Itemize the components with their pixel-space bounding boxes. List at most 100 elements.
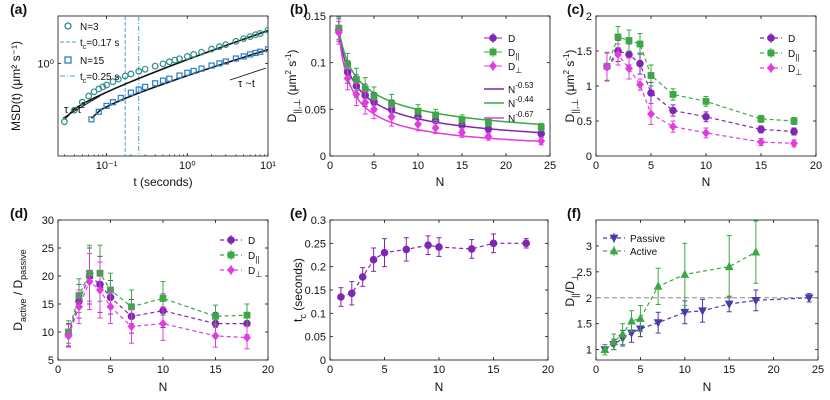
panel-d-point: [96, 285, 104, 295]
panel-a-point: [208, 45, 215, 53]
panel-a-point: [184, 69, 191, 76]
panel-b: (b) 0 5 10 15 20 25 0 0.05 0.1 0.15 N D||,⊥ (μm2…: [284, 1, 556, 189]
panel-c-point: [625, 37, 633, 44]
panel-a-y-label: MSD(t) (μm² s⁻¹): [9, 41, 23, 131]
panel-f-y-tick-label: 1: [586, 345, 592, 357]
panel-b-x-tick-label: 25: [544, 160, 556, 172]
panel-c-series-line: [606, 36, 795, 122]
panel-a-point: [198, 48, 205, 56]
panel-b-point: [388, 100, 396, 108]
panel-d-point: [212, 312, 219, 320]
panel-c-legend-marker: [767, 49, 775, 57]
panel-c-x-tick-label: 0: [593, 160, 599, 172]
panel-b-y-tick-label: 0.05: [305, 104, 326, 116]
panel-c-y-label: D||,⊥ (μm2 s-1): [562, 50, 580, 123]
panel-a-point: [109, 99, 117, 106]
panel-c-series-line: [606, 50, 795, 133]
panel-f-legend: Passive Active: [603, 233, 665, 258]
panel-c-point: [702, 98, 710, 105]
panel-c-y-tick-label: 0: [586, 151, 592, 163]
panel-a-point: [60, 118, 68, 126]
legend-n15-marker: [64, 56, 72, 64]
panel-f-point: [698, 307, 707, 316]
panel-a-point: [103, 81, 110, 89]
panel-e-y-ticks: 0 0.05 0.1 0.15 0.2 0.25 0.3: [305, 215, 548, 367]
panel-c-point: [790, 117, 798, 125]
panel-f-y-tick-label: 3: [586, 241, 592, 253]
panel-e-y-tick-label: 0.1: [311, 308, 326, 320]
panel-a-annotation-slope2: τ ~t2: [64, 101, 86, 116]
panel-e-point: [347, 289, 356, 298]
panel-e-point: [522, 239, 530, 248]
panel-a-x-tick-label: 10¹: [260, 160, 276, 172]
panel-a-x-tick-label: 10⁻¹: [96, 160, 118, 172]
panel-e-point: [435, 243, 443, 251]
panel-b-y-tick-label: 0.1: [311, 58, 326, 70]
panel-b-legend-label: D: [508, 34, 515, 45]
legend-tc2-label: tc=0.25 s: [80, 72, 119, 85]
panel-a-tc-lines: [124, 16, 140, 156]
panel-c-x-tick-label: 15: [755, 160, 767, 172]
panel-a-slope-guides: [62, 67, 267, 119]
panel-c-legend-marker: [767, 34, 775, 42]
legend-n15-label: N=15: [80, 56, 105, 67]
panel-d-legend-label: D⊥: [248, 266, 262, 279]
panel-b-legend-marker: [489, 34, 497, 42]
panel-b-legend-fit-label: N-0.53: [508, 81, 534, 96]
panel-a-frame: [57, 15, 269, 157]
panel-f-series-line: [604, 297, 810, 351]
panel-d-point: [75, 302, 83, 312]
panel-c-point: [636, 59, 644, 68]
panel-d-x-tick-label: 5: [107, 364, 113, 376]
panel-d-point: [128, 303, 135, 311]
panel-a-annotation-slope1: τ ~t: [238, 78, 255, 90]
panel-c-point: [614, 49, 622, 60]
panel-a-point: [85, 92, 93, 100]
panel-b-x-tick-label: 20: [500, 160, 512, 172]
panel-a-point: [109, 78, 117, 86]
panel-f-legend-marker: [609, 234, 619, 243]
panel-f-legend-label: Passive: [630, 234, 665, 245]
panel-a-point: [183, 53, 191, 60]
panel-b-x-tick-label: 0: [327, 160, 333, 172]
panel-f-point: [724, 261, 734, 271]
panel-e-label: (e): [290, 205, 307, 221]
panel-b-legend: DD||D⊥N-0.53N-0.44N-0.67: [484, 33, 534, 125]
panel-a-x-ticks: 10⁻¹ 10⁰ 10¹: [64, 16, 276, 172]
panel-a-point: [159, 60, 167, 68]
panel-c-point: [647, 72, 655, 79]
panel-c-x-tick-label: 5: [648, 160, 654, 172]
panel-b-point: [370, 104, 378, 114]
panel-f-point: [653, 319, 663, 328]
panel-a-point: [135, 86, 142, 93]
panel-e-series-line: [340, 242, 527, 298]
panel-b-point: [458, 128, 466, 138]
panel-d-point: [85, 276, 94, 287]
panel-c-point: [647, 109, 655, 119]
panel-e-point: [369, 255, 378, 264]
panel-a-point: [103, 102, 110, 109]
panel-b-legend-label: D⊥: [508, 62, 522, 75]
panel-d-legend-label: D: [248, 236, 255, 247]
panel-e-y-tick-label: 0.2: [311, 262, 326, 274]
panel-b-legend-marker: [489, 61, 497, 71]
panel-d-legend-label: D||: [248, 251, 259, 264]
panel-a-point: [151, 62, 159, 70]
panel-d-x-tick-label: 20: [262, 364, 274, 376]
panel-f-y-ticks: 1 1.5 2 2.5 3: [577, 241, 818, 357]
panel-c-x-tick-label: 20: [810, 160, 822, 172]
panel-c-y-tick-label: 2: [586, 11, 592, 23]
panel-f-point: [680, 308, 690, 318]
panel-f-y-label: D||/D⊥: [563, 273, 580, 306]
panel-f-frame: [595, 219, 819, 361]
panel-a: (a) 10⁻¹ 10⁰ 10¹ 10⁰ t (seconds) MSD(t) (μ…: [9, 1, 276, 189]
legend-tc1-label: tc=0.17 s: [80, 38, 119, 51]
panel-a-point: [99, 83, 107, 91]
panel-a-point: [176, 55, 183, 63]
panel-c-legend-label: D: [788, 34, 795, 45]
panel-f-point: [627, 316, 636, 325]
panel-b-legend-marker: [489, 48, 497, 56]
legend-n3-marker: [64, 22, 72, 30]
panel-b-point: [432, 111, 440, 119]
